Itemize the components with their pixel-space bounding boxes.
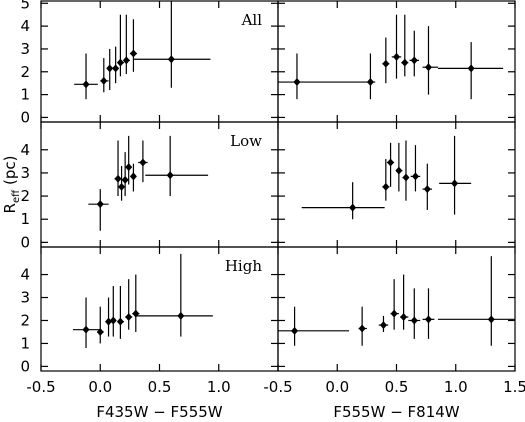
point [366, 78, 374, 87]
y-tick-label: 2 [20, 187, 30, 205]
y-axis-title-main: R [1, 203, 19, 213]
point [105, 317, 113, 326]
x-tick-label: -0.5 [26, 378, 55, 396]
point [451, 179, 459, 188]
panel-frame [277, 121, 516, 248]
x-tick-label: 0.0 [88, 378, 112, 396]
y-tick-label: 4 [20, 17, 30, 35]
x-tick-label: 0.5 [148, 378, 172, 396]
point [410, 316, 418, 325]
y-tick-label: 3 [20, 40, 30, 58]
x-tick-label: 1.0 [444, 378, 468, 396]
point [139, 158, 147, 167]
point [293, 78, 301, 87]
point [177, 311, 185, 320]
point [379, 321, 387, 330]
y-tick-label: 5 [20, 0, 30, 12]
point [109, 316, 117, 325]
point [116, 58, 124, 67]
panel-label: High [225, 257, 262, 275]
y-axis-title: Reff (pc) [1, 156, 22, 214]
point [167, 55, 175, 64]
point [400, 313, 408, 322]
x-tick-label: 0.0 [325, 378, 349, 396]
point [118, 182, 126, 191]
y-tick-label: 1 [20, 210, 30, 228]
point [96, 200, 104, 209]
y-tick-label: 2 [20, 63, 30, 81]
point [96, 327, 104, 336]
point [112, 64, 120, 73]
point [349, 203, 357, 212]
point [82, 80, 90, 89]
point [82, 325, 90, 334]
point [395, 166, 403, 175]
x-tick-label: 1.5 [503, 378, 525, 396]
y-tick-label: 1 [20, 86, 30, 104]
y-tick-label: 3 [20, 164, 30, 182]
y-tick-label: 4 [20, 266, 30, 284]
point [424, 63, 432, 72]
y-tick-label: 0 [20, 108, 30, 126]
point [114, 174, 122, 183]
y-axis-title-sub: eff [11, 189, 22, 203]
point [467, 64, 475, 73]
point [401, 58, 409, 67]
point [382, 59, 390, 68]
point [106, 64, 114, 73]
point [390, 309, 398, 318]
point [424, 315, 432, 324]
point [393, 52, 400, 61]
x-axis-title: F435W − F555W [96, 403, 222, 421]
y-tick-label: 3 [20, 289, 30, 307]
point [122, 56, 130, 65]
y-tick-label: 2 [20, 311, 30, 329]
point [487, 315, 495, 324]
point [129, 172, 137, 181]
y-tick-label: 0 [20, 357, 30, 375]
y-tick-label: 0 [20, 233, 30, 251]
x-axis-title: F555W − F814W [333, 403, 459, 421]
point [166, 171, 174, 180]
panel-label: All [241, 11, 263, 29]
point [423, 185, 431, 194]
x-tick-label: -0.5 [263, 378, 292, 396]
x-tick-label: 0.5 [385, 378, 409, 396]
panel-label: Low [230, 132, 262, 150]
point [387, 158, 395, 167]
point [125, 313, 133, 322]
point [402, 173, 410, 182]
point [129, 49, 137, 58]
point [116, 317, 124, 326]
point [410, 56, 418, 65]
point [411, 172, 419, 181]
point [100, 76, 108, 85]
point [382, 182, 390, 191]
y-tick-label: 1 [20, 334, 30, 352]
point [121, 175, 129, 184]
point [358, 324, 366, 333]
y-axis-title-unit: (pc) [1, 156, 19, 185]
x-tick-label: 1.0 [207, 378, 231, 396]
point [125, 163, 133, 172]
panel-frame [277, 246, 516, 372]
y-tick-label: 4 [20, 141, 30, 159]
point [291, 326, 299, 335]
